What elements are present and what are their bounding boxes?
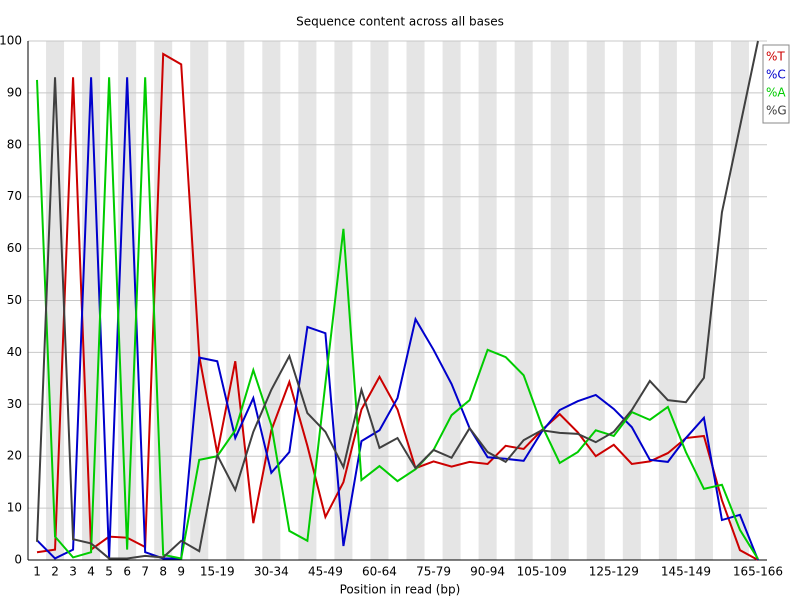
y-tick-label: 0 [14,553,22,567]
y-tick-label: 80 [7,137,22,151]
x-tick-label: 6 [123,565,131,579]
y-tick-label: 30 [7,397,22,411]
x-tick-label: 165-166 [733,565,783,579]
y-tick-label: 70 [7,189,22,203]
x-tick-label: 60-64 [362,565,397,579]
x-tick-label: 3 [69,565,77,579]
x-tick-label: 105-109 [517,565,567,579]
series-line [36,77,759,561]
legend-box [762,44,790,124]
x-tick-label: 1 [33,565,41,579]
series-line [36,77,759,560]
x-tick-label: 45-49 [308,565,343,579]
x-tick-label: 75-79 [416,565,451,579]
x-tick-label: 30-34 [254,565,289,579]
legend-label: %C [766,68,786,82]
y-tick-label: 20 [7,449,22,463]
x-tick-label: 5 [105,565,113,579]
y-tick-label: 40 [7,345,22,359]
y-tick-label: 100 [0,34,22,48]
x-tick-label: 4 [87,565,95,579]
y-tick-label: 50 [7,293,22,307]
x-tick-label: 90-94 [470,565,505,579]
x-axis-label: Position in read (bp) [340,583,461,597]
legend-label: %G [766,104,787,118]
y-tick-label: 60 [7,241,22,255]
legend-label: %A [766,86,786,100]
x-tick-label: 15-19 [200,565,235,579]
x-tick-label: 7 [141,565,149,579]
series-line [36,40,759,560]
x-tick-label: 2 [51,565,59,579]
chart-title: Sequence content across all bases [296,15,504,29]
legend-label: %T [766,50,785,64]
x-tick-label: 9 [177,565,185,579]
series-line [36,52,759,561]
legend [762,44,790,124]
x-tick-label: 145-149 [661,565,711,579]
y-tick-label: 90 [7,85,22,99]
x-tick-label: 125-129 [589,565,639,579]
y-tick-label: 10 [7,501,22,515]
x-tick-label: 8 [159,565,167,579]
